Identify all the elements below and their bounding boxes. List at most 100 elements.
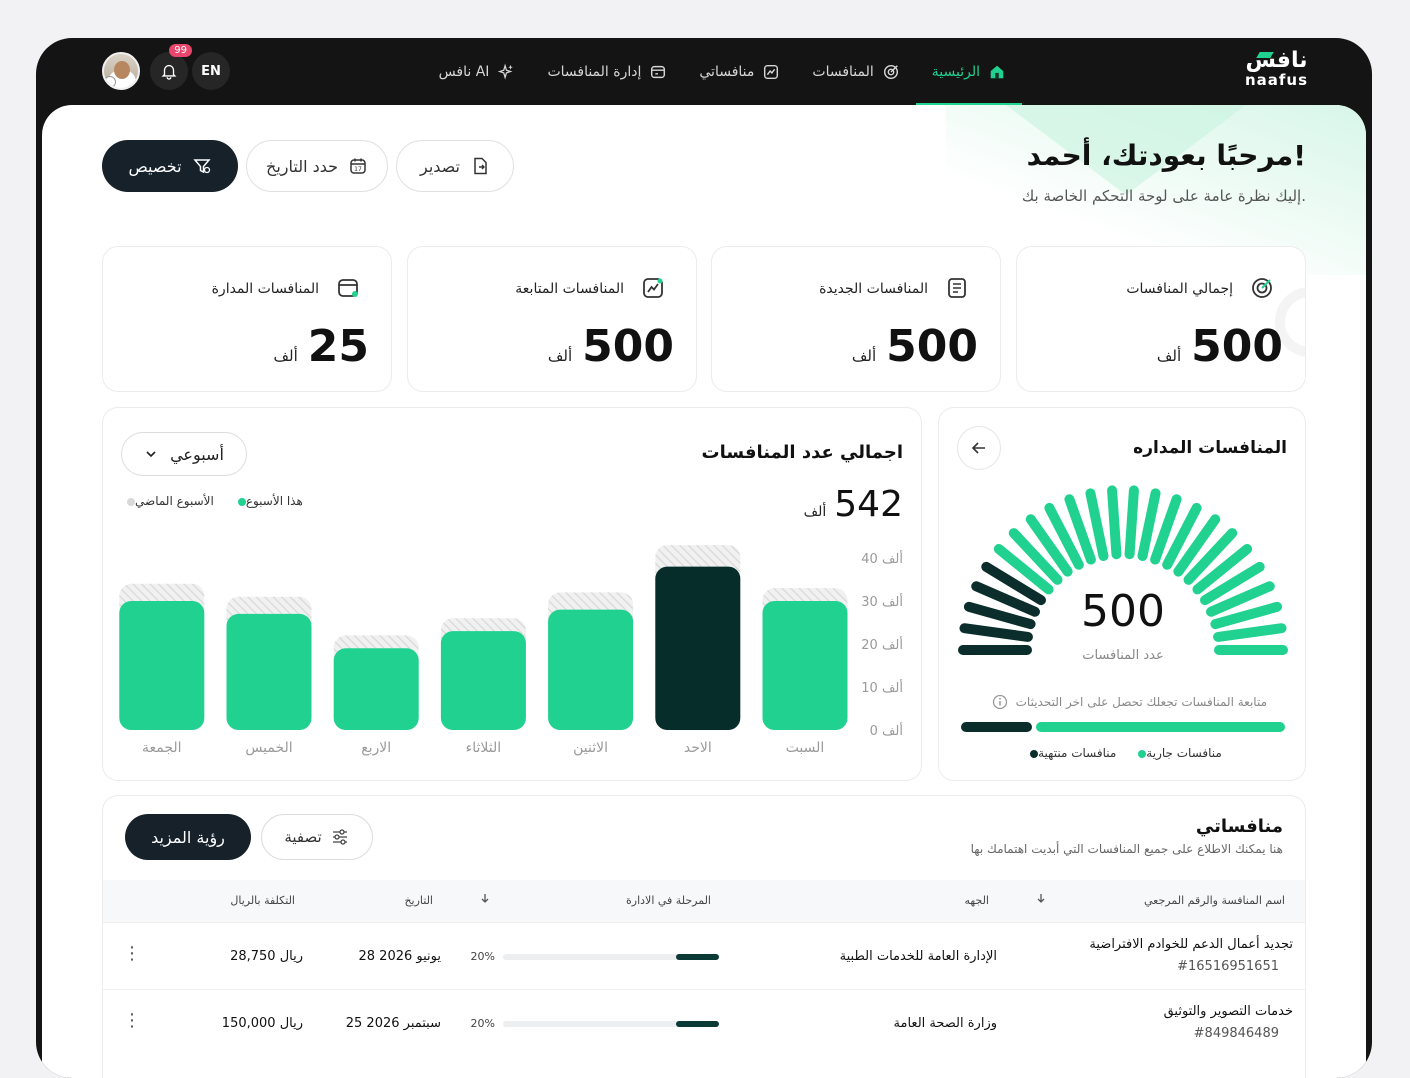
table-row[interactable]: خدمات التصوير والتوثيق #849846489 وزارة … xyxy=(103,989,1305,1056)
y-tick-label: 20 ألف xyxy=(861,636,903,653)
header-entity[interactable]: الجهه xyxy=(964,894,989,907)
gauge-segment xyxy=(963,601,1036,630)
bar-this-week[interactable] xyxy=(440,631,526,730)
gauge-chart xyxy=(958,485,1288,655)
arrow-left-icon xyxy=(971,442,985,454)
main-nav: الرئيسية المنافسات منافساتي إدارة المناف… xyxy=(423,38,1023,106)
row-more-icon[interactable]: ⋮ xyxy=(123,1010,141,1031)
y-tick-label: 10 ألف xyxy=(861,679,903,696)
gauge-segment xyxy=(1173,514,1221,577)
bar-chart: 0 ألف 10 ألف 20 ألف 30 ألف 40 ألف السبت الاحد ا… xyxy=(119,545,903,756)
row-cost: 150,000 ريال xyxy=(221,1016,303,1031)
table-row[interactable]: تجديد أعمال الدعم للخوادم الافتراضية #16… xyxy=(103,922,1305,989)
filter-funnel-icon xyxy=(192,159,211,174)
legend-active-label: منافسات جارية xyxy=(1146,746,1222,760)
filter-button[interactable]: تصفية xyxy=(261,814,373,860)
gauge-legend: منافسات جارية منافسات منتهية xyxy=(939,746,1307,760)
chevron-down-icon xyxy=(146,451,156,458)
chart-legend: هذا الأسبوع الأسبوع الماضي xyxy=(121,494,303,508)
nav-my-competitions[interactable]: منافساتي xyxy=(683,38,796,106)
date-picker-button[interactable]: 17 حدد التاريخ xyxy=(246,140,388,192)
svg-text:17: 17 xyxy=(354,166,362,173)
x-tick-label: الاربع xyxy=(361,740,391,756)
header-date[interactable]: التاريخ xyxy=(404,894,433,907)
legend-last-week-label: الأسبوع الماضي xyxy=(135,494,214,508)
row-stage-percent: 20% xyxy=(470,950,495,963)
language-toggle[interactable]: EN xyxy=(192,52,230,90)
period-select-value: أسبوعي xyxy=(170,444,224,464)
gauge-nav-button[interactable] xyxy=(957,426,1001,470)
header-cost[interactable]: التكلفة بالريال xyxy=(230,894,295,907)
sort-arrow-icon[interactable] xyxy=(1035,892,1047,907)
progress-active xyxy=(1036,722,1285,732)
legend-ended-label: منافسات منتهية xyxy=(1038,746,1117,760)
progress-ended xyxy=(961,722,1033,732)
period-select[interactable]: أسبوعي xyxy=(121,432,247,476)
bar-this-week[interactable] xyxy=(548,609,634,730)
bar-this-week[interactable] xyxy=(119,601,205,730)
nav-manage[interactable]: إدارة المنافسات xyxy=(531,38,683,106)
row-entity: الإدارة العامة للخدمات الطبية xyxy=(839,949,997,964)
nav-home[interactable]: الرئيسية xyxy=(915,38,1023,106)
row-cost: 28,750 ريال xyxy=(230,949,303,964)
chart-icon xyxy=(643,278,663,298)
stat-number: 500 xyxy=(886,321,978,372)
nav-ai[interactable]: نافس AI xyxy=(423,38,532,106)
nav-competitions-label: المنافسات xyxy=(812,64,874,80)
gauge-segment xyxy=(971,581,1040,617)
document-icon xyxy=(948,278,966,298)
nav-my-competitions-label: منافساتي xyxy=(699,64,755,80)
row-stage-track xyxy=(503,1021,719,1027)
nav-manage-label: إدارة المنافسات xyxy=(547,64,642,80)
export-button[interactable]: تصدير xyxy=(396,140,514,192)
notification-badge: 99 xyxy=(169,44,192,57)
gauge-segment xyxy=(959,623,1033,642)
row-date: 25 سبتمبر 2026 xyxy=(345,1016,441,1031)
gauge-note-text: متابعة المنافسات تجعلك تحصل على اخر التح… xyxy=(1015,695,1267,709)
stat-unit: ألف xyxy=(851,347,877,365)
stat-unit: ألف xyxy=(1156,347,1182,365)
bar-this-week[interactable] xyxy=(655,566,741,730)
sort-arrow-icon[interactable] xyxy=(479,892,491,907)
info-icon[interactable] xyxy=(992,694,1008,710)
gauge-segment xyxy=(1206,581,1275,617)
x-tick-label: الخميس xyxy=(245,740,292,756)
legend-this-week-label: هذا الأسبوع xyxy=(245,494,303,508)
legend-active: منافسات جارية xyxy=(1132,746,1222,760)
gauge-segment xyxy=(1064,494,1096,565)
bar-this-week[interactable] xyxy=(333,648,419,730)
gauge-segment xyxy=(993,544,1054,595)
stat-label: إجمالي المنافسات xyxy=(1126,281,1233,297)
top-nav: نافس naafus الرئيسية المنافسات منافساتي … xyxy=(36,38,1372,106)
filter-label: تصفية xyxy=(284,828,322,846)
chart-title: اجمالي عدد المنافسات xyxy=(701,442,903,463)
avatar[interactable] xyxy=(102,52,140,90)
gauge-segment xyxy=(1192,544,1253,595)
see-more-label: رؤية المزيد xyxy=(151,827,225,847)
date-picker-label: حدد التاريخ xyxy=(265,156,339,176)
gauge-segment xyxy=(1183,528,1238,585)
stat-label: المنافسات المتابعة xyxy=(515,281,624,297)
chart-total: 542 ألف xyxy=(804,484,903,525)
gauge-segment xyxy=(981,561,1046,606)
logo[interactable]: نافس naafus xyxy=(1245,48,1308,89)
gauge-segment xyxy=(1044,502,1084,570)
bell-icon xyxy=(161,64,177,80)
row-more-icon[interactable]: ⋮ xyxy=(123,943,141,964)
manage-icon xyxy=(338,279,358,297)
gauge-note: متابعة المنافسات تجعلك تحصل على اخر التح… xyxy=(992,694,1267,710)
row-ref: #849846489 xyxy=(1193,1026,1279,1041)
header-stage[interactable]: المرحلة في الادارة xyxy=(626,894,711,907)
dashboard-sheet: مرحبًا بعودتك، أحمد! إليك نظرة عامة على … xyxy=(42,105,1366,1078)
bar-this-week[interactable] xyxy=(226,613,312,730)
logo-arabic: نافس xyxy=(1245,48,1308,73)
notifications-button[interactable]: 99 xyxy=(150,44,192,90)
nav-home-label: الرئيسية xyxy=(931,64,980,80)
header-name[interactable]: اسم المنافسة والرقم المرجعي xyxy=(1144,894,1285,907)
see-more-button[interactable]: رؤية المزيد xyxy=(125,814,251,860)
stat-unit: ألف xyxy=(547,347,573,365)
x-tick-label: السبت xyxy=(786,740,825,756)
customize-button[interactable]: تخصيص xyxy=(102,140,238,192)
bar-this-week[interactable] xyxy=(762,601,848,730)
nav-competitions[interactable]: المنافسات xyxy=(796,38,915,106)
